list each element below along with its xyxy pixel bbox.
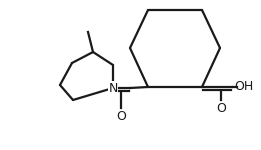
Text: O: O	[216, 102, 226, 114]
Text: OH: OH	[234, 81, 254, 93]
Text: N: N	[108, 81, 118, 94]
Text: O: O	[116, 111, 126, 123]
